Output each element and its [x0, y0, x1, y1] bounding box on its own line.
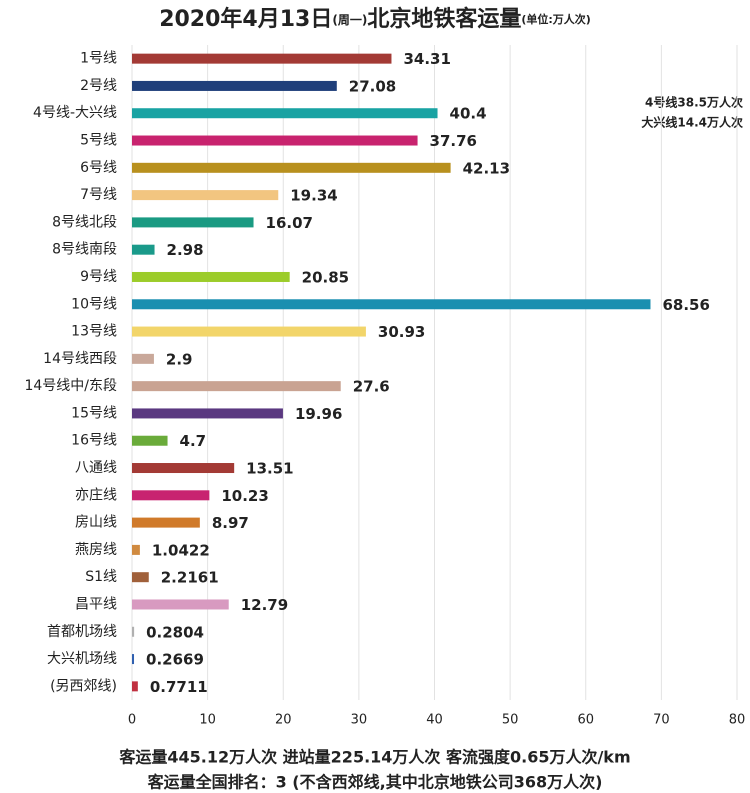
- value-label: 12.79: [241, 596, 288, 614]
- y-tick-label: 8号线北段: [52, 214, 117, 230]
- bar: [132, 108, 438, 119]
- value-label: 27.6: [353, 378, 390, 396]
- value-label: 19.96: [295, 405, 342, 423]
- y-tick-label: 13号线: [71, 324, 117, 340]
- bar: [132, 544, 140, 555]
- value-label: 2.2161: [161, 569, 219, 587]
- bar: [132, 626, 135, 637]
- bar: [132, 408, 283, 419]
- bar: [132, 599, 229, 610]
- y-tick-label: 14号线中/东段: [24, 378, 117, 394]
- y-tick-label: 2号线: [80, 78, 117, 94]
- x-tick-label: 0: [128, 713, 136, 728]
- value-label: 68.56: [662, 296, 709, 314]
- value-label: 8.97: [212, 514, 249, 532]
- bar: [132, 190, 279, 201]
- bar: [132, 353, 154, 364]
- annotation: 大兴线14.4万人次: [641, 115, 743, 130]
- bar: [132, 572, 149, 583]
- value-label: 30.93: [378, 323, 425, 341]
- bar: [132, 80, 337, 91]
- y-tick-label: 房山线: [75, 515, 117, 531]
- value-label: 37.76: [430, 132, 477, 150]
- value-label: 2.98: [167, 241, 204, 259]
- value-label: 4.7: [180, 432, 207, 450]
- x-tick-label: 30: [351, 713, 368, 728]
- x-tick-label: 50: [502, 713, 519, 728]
- x-tick-label: 60: [577, 713, 594, 728]
- value-label: 1.0422: [152, 541, 210, 559]
- value-label: 0.2669: [146, 651, 204, 669]
- bar: [132, 681, 138, 692]
- y-tick-label: 7号线: [80, 187, 117, 203]
- value-label: 34.31: [403, 50, 450, 68]
- y-tick-label: 6号线: [80, 160, 117, 176]
- bar: [132, 299, 651, 310]
- y-tick-label: 16号线: [71, 433, 117, 449]
- value-label: 42.13: [463, 159, 510, 177]
- y-tick-label: 15号线: [71, 405, 117, 421]
- x-tick-label: 20: [275, 713, 292, 728]
- x-tick-label: 80: [729, 713, 746, 728]
- bar: [132, 381, 341, 392]
- y-tick-label: S1线: [85, 569, 117, 585]
- y-tick-label: 首都机场线: [47, 624, 117, 640]
- bar: [132, 53, 392, 64]
- y-tick-label: 1号线: [80, 51, 117, 67]
- footer-line: 客运量全国排名：3 (不含西郊线,其中北京地铁公司368万人次): [148, 773, 603, 792]
- y-tick-label: 14号线西段: [43, 351, 117, 367]
- y-tick-label: 8号线南段: [52, 242, 117, 258]
- value-label: 19.34: [290, 187, 337, 205]
- title-unit: (单位:万人次): [521, 12, 590, 26]
- bar: [132, 217, 254, 228]
- title-date: 2020年4月13日: [159, 6, 332, 32]
- y-tick-label: 八通线: [75, 460, 117, 476]
- value-label: 0.7711: [150, 678, 208, 696]
- value-label: 27.08: [349, 77, 396, 95]
- value-label: 40.4: [450, 105, 487, 123]
- bar: [132, 490, 210, 501]
- x-tick-label: 40: [426, 713, 443, 728]
- bar: [132, 654, 135, 665]
- bar: [132, 162, 451, 173]
- y-tick-label: 5号线: [80, 133, 117, 149]
- value-label: 16.07: [266, 214, 313, 232]
- y-tick-label: 昌平线: [75, 596, 117, 612]
- y-tick-label: (另西郊线): [50, 677, 117, 694]
- bar: [132, 463, 235, 474]
- y-tick-label: 10号线: [71, 296, 117, 312]
- title-weekday: (周一): [332, 13, 367, 27]
- value-label: 13.51: [246, 460, 293, 478]
- y-tick-label: 4号线-大兴线: [33, 105, 117, 121]
- bar: [132, 517, 200, 528]
- chart-title: 2020年4月13日(周一)北京地铁客运量(单位:万人次): [159, 6, 591, 32]
- x-tick-label: 10: [199, 713, 216, 728]
- footer-line: 客运量445.12万人次 进站量225.14万人次 客流强度0.65万人次/km: [119, 748, 630, 767]
- title-main: 北京地铁客运量: [367, 6, 521, 32]
- value-label: 20.85: [302, 268, 349, 286]
- y-tick-label: 燕房线: [75, 542, 117, 558]
- bar: [132, 244, 155, 255]
- y-tick-label: 亦庄线: [75, 486, 117, 503]
- y-tick-label: 9号线: [80, 269, 117, 285]
- bar: [132, 326, 366, 337]
- x-tick-label: 70: [653, 713, 670, 728]
- value-label: 2.9: [166, 350, 193, 368]
- bar: [132, 135, 418, 146]
- value-label: 0.2804: [146, 623, 204, 641]
- y-tick-label: 大兴机场线: [47, 651, 117, 667]
- value-label: 10.23: [221, 487, 268, 505]
- bar: [132, 271, 290, 282]
- bar: [132, 435, 168, 446]
- annotation: 4号线38.5万人次: [645, 95, 743, 110]
